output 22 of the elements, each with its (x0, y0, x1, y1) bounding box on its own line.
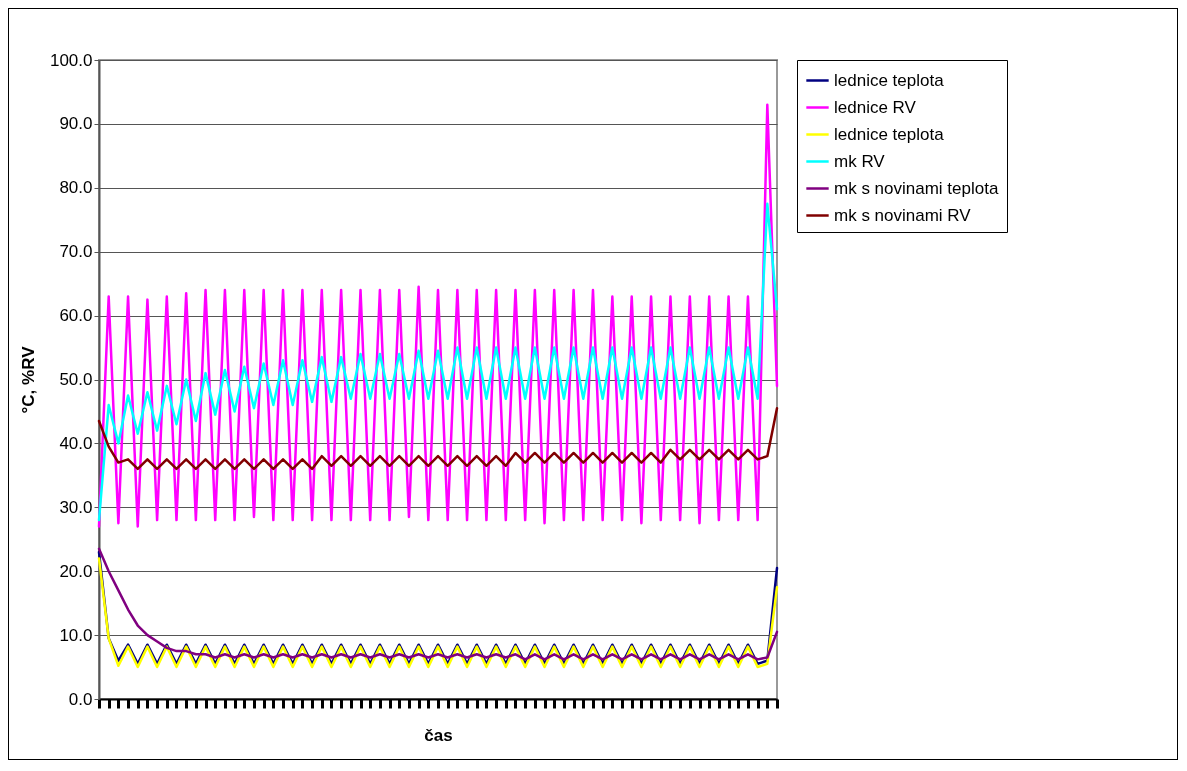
legend-label: mk RV (834, 151, 886, 171)
y-tick-label: 0.0 (68, 689, 93, 709)
x-axis-title: čas (424, 726, 453, 745)
legend-label: lednice teplota (834, 124, 945, 144)
y-tick-label: 40.0 (59, 433, 93, 453)
y-tick-label: 100.0 (49, 50, 93, 70)
line-series (97, 407, 779, 471)
y-tick-label: 60.0 (59, 306, 93, 326)
y-axis-title: °C, %RV (18, 345, 38, 414)
legend-label: lednice RV (834, 97, 917, 117)
legend-label: mk s novinami RV (834, 205, 972, 225)
y-tick-label: 80.0 (59, 178, 93, 198)
line-series (97, 103, 779, 528)
y-tick-label: 20.0 (59, 561, 93, 581)
legend-label: lednice teplota (834, 70, 945, 90)
y-tick-label: 10.0 (59, 625, 93, 645)
y-tick-label: 30.0 (59, 497, 93, 517)
y-tick-label: 70.0 (59, 242, 93, 262)
legend-label: mk s novinami teplota (834, 178, 999, 198)
y-tick-label: 50.0 (59, 370, 93, 389)
line-series (97, 202, 779, 522)
y-tick-label: 90.0 (59, 114, 93, 134)
